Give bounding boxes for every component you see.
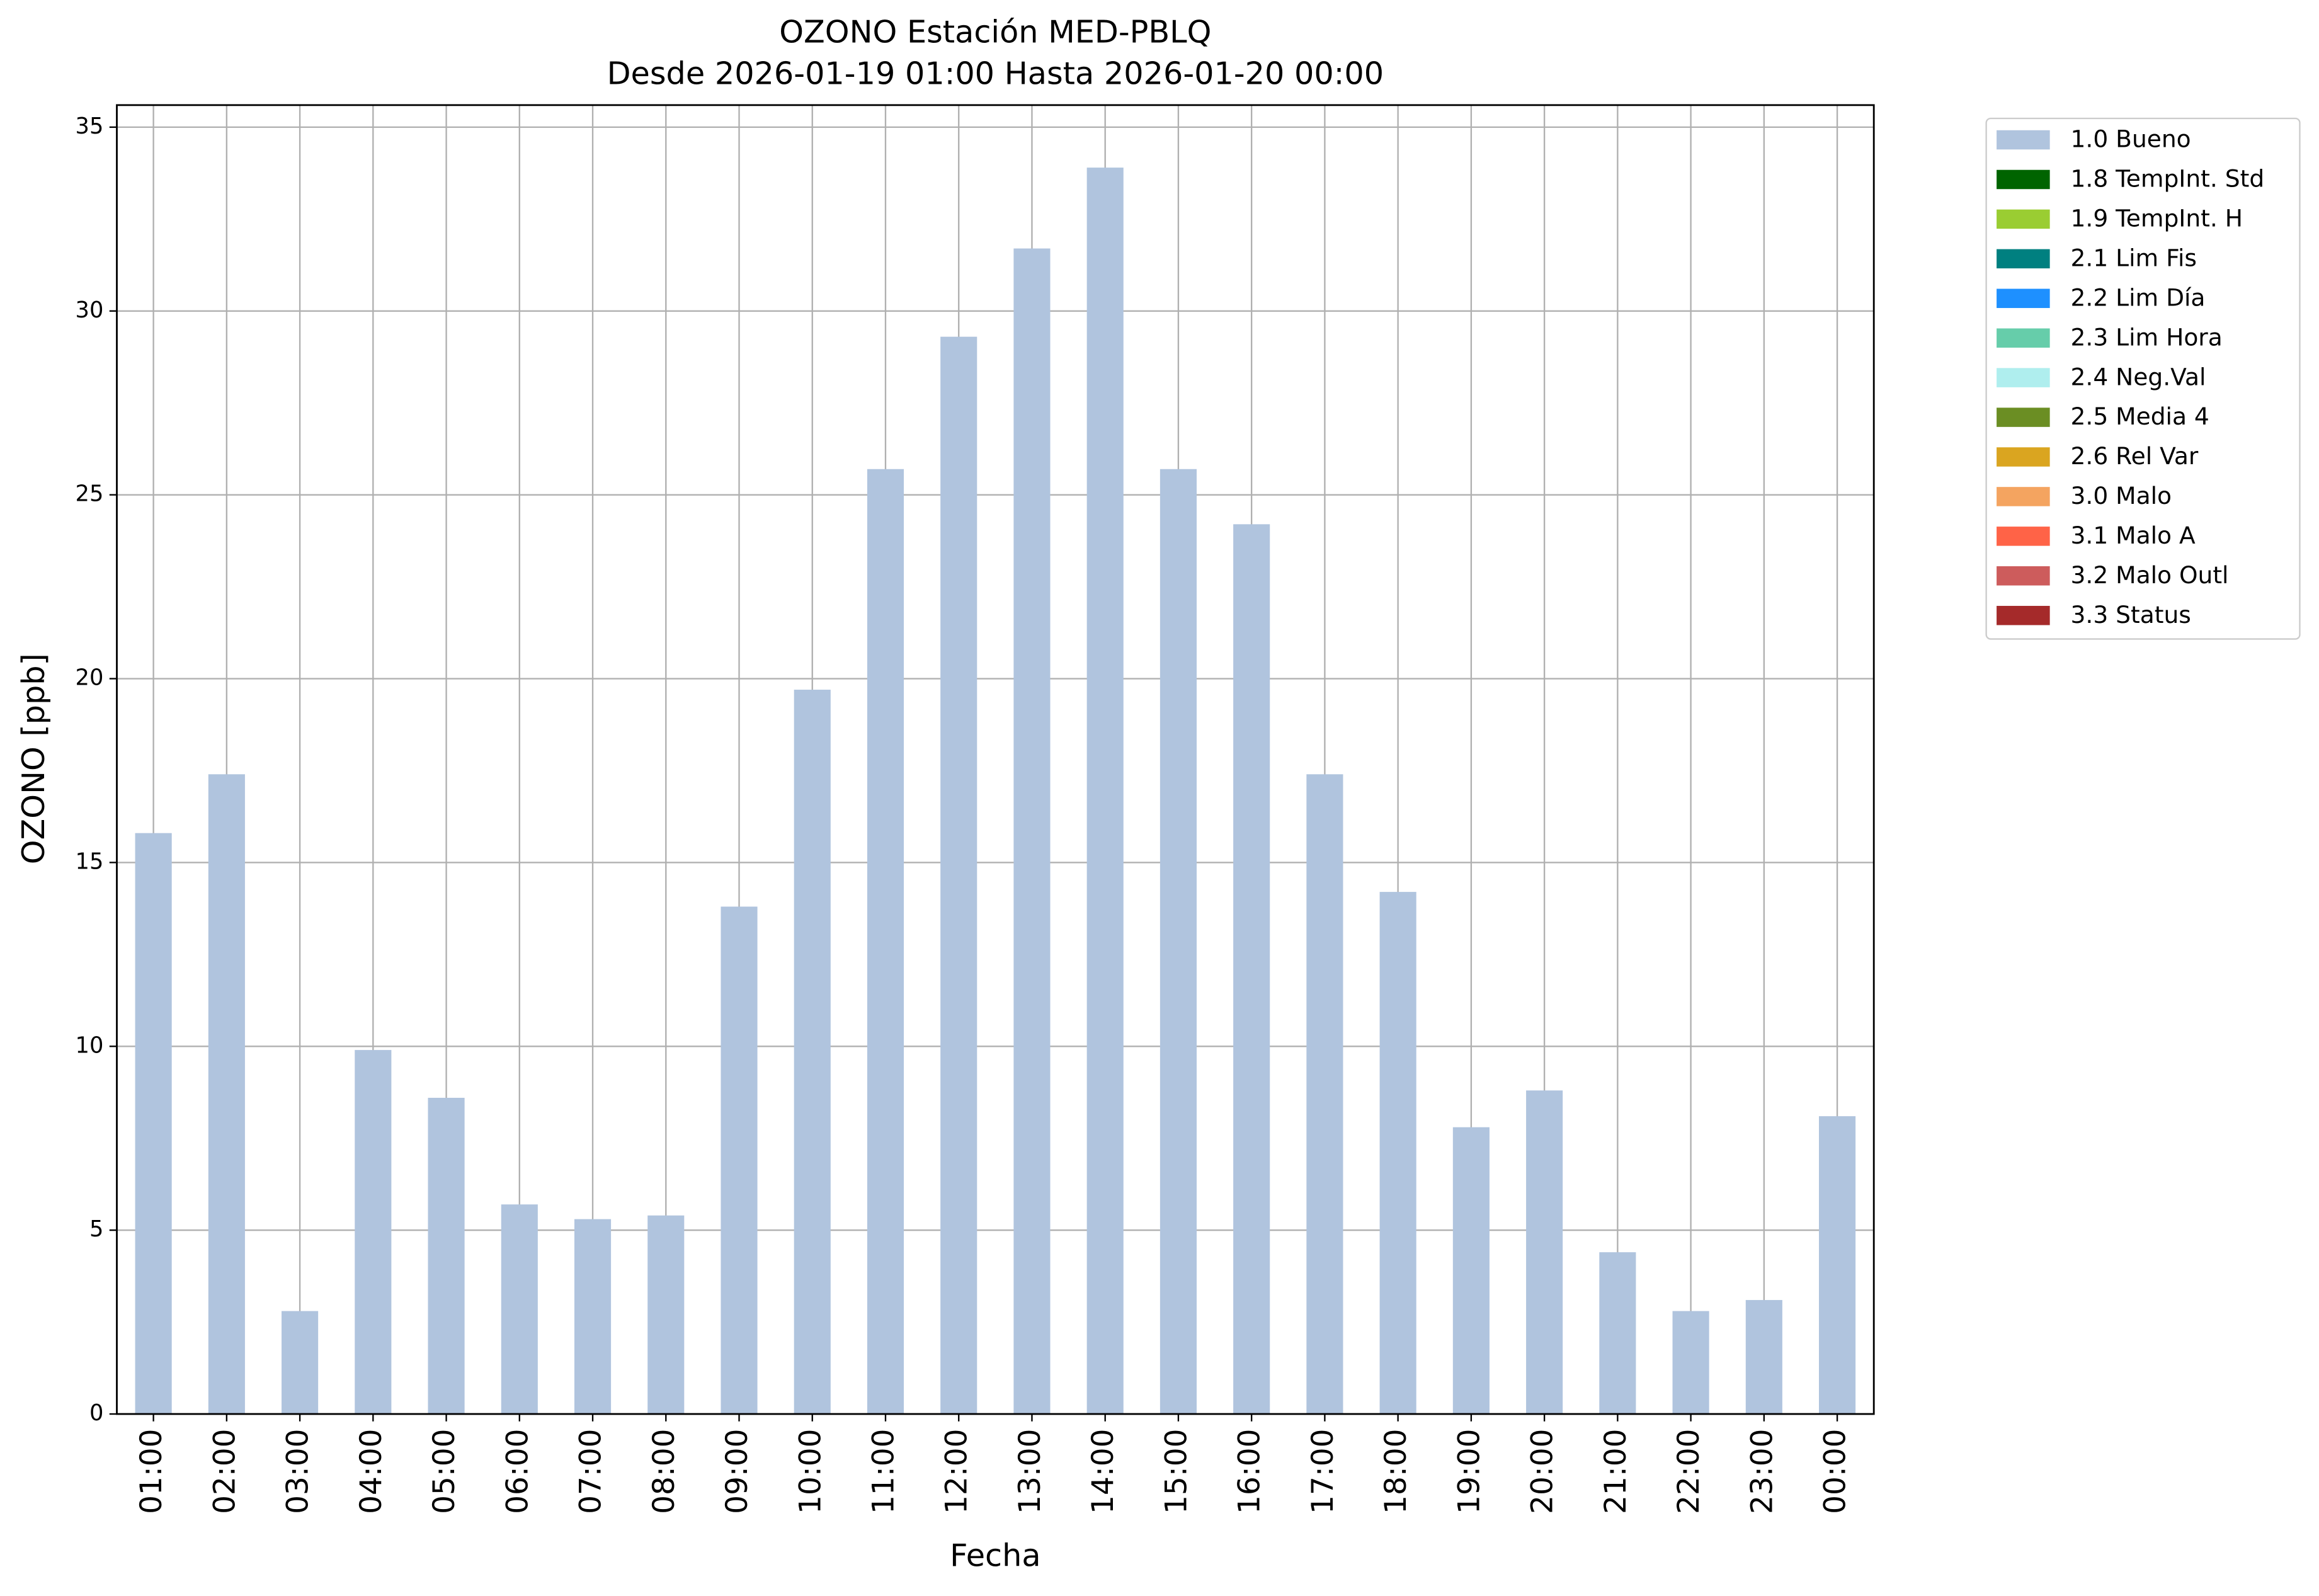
bar — [1160, 469, 1197, 1415]
x-tick-label: 04:00 — [354, 1429, 389, 1514]
legend-label: 3.2 Malo Outl — [2071, 561, 2229, 589]
x-tick-label: 06:00 — [500, 1429, 535, 1514]
x-tick-label: 18:00 — [1379, 1429, 1413, 1514]
bar — [355, 1050, 392, 1415]
legend-swatch — [1997, 527, 2050, 546]
bar — [940, 336, 977, 1415]
bar — [1745, 1300, 1782, 1415]
y-tick-label: 20 — [76, 665, 104, 691]
x-tick-label: 03:00 — [281, 1429, 316, 1514]
x-tick-label: 05:00 — [427, 1429, 462, 1514]
x-tick-label: 10:00 — [793, 1429, 828, 1514]
x-tick-label: 17:00 — [1306, 1429, 1340, 1514]
legend-label: 2.2 Lim Día — [2071, 283, 2206, 311]
x-tick-label: 19:00 — [1452, 1429, 1486, 1514]
legend-swatch — [1997, 408, 2050, 427]
x-axis-label: Fecha — [950, 1537, 1041, 1573]
legend-label: 2.5 Media 4 — [2071, 402, 2209, 430]
y-tick-label: 10 — [76, 1032, 104, 1058]
bar — [1452, 1127, 1490, 1415]
legend-label: 2.3 Lim Hora — [2071, 323, 2223, 351]
bar — [501, 1204, 538, 1415]
x-tick-label: 07:00 — [574, 1429, 608, 1514]
y-tick-label: 5 — [89, 1216, 103, 1242]
x-tick-label: 00:00 — [1818, 1429, 1853, 1514]
legend-swatch — [1997, 249, 2050, 269]
x-tick-label: 13:00 — [1013, 1429, 1047, 1514]
legend-swatch — [1997, 328, 2050, 348]
legend: 1.0 Bueno 1.8 TempInt. Std 1.9 TempInt. H 2… — [1997, 125, 2264, 629]
bar — [135, 833, 172, 1415]
bar — [1672, 1311, 1709, 1415]
x-tick-label: 09:00 — [720, 1429, 755, 1514]
x-tick-label: 01:00 — [134, 1429, 169, 1514]
x-tick-label: 16:00 — [1233, 1429, 1267, 1514]
bar — [1306, 774, 1343, 1415]
legend-swatch — [1997, 130, 2050, 150]
y-tick-label: 30 — [76, 297, 104, 323]
x-tick-label: 20:00 — [1525, 1429, 1560, 1514]
legend-swatch — [1997, 566, 2050, 586]
x-tick-label: 14:00 — [1086, 1429, 1120, 1514]
legend-label: 2.1 Lim Fis — [2071, 244, 2197, 272]
legend-swatch — [1997, 288, 2050, 309]
legend-swatch — [1997, 368, 2050, 387]
bar — [282, 1311, 319, 1415]
legend-swatch — [1997, 605, 2050, 625]
legend-box — [1985, 117, 2301, 640]
legend-label: 3.1 Malo A — [2071, 522, 2196, 549]
axes-frame — [116, 104, 1875, 1415]
x-tick-label: 21:00 — [1598, 1429, 1633, 1514]
bar — [1599, 1252, 1636, 1415]
bar — [574, 1219, 612, 1415]
x-tick-label: 11:00 — [866, 1429, 901, 1514]
x-tick-label: 23:00 — [1745, 1429, 1779, 1514]
legend-label: 2.6 Rel Var — [2071, 442, 2199, 470]
x-tick-label: 08:00 — [647, 1429, 681, 1514]
y-tick-label: 15 — [76, 848, 104, 874]
x-tick-label: 02:00 — [207, 1429, 242, 1514]
legend-label: 1.8 TempInt. Std — [2071, 165, 2265, 193]
x-tick-label: 15:00 — [1159, 1429, 1194, 1514]
bar — [428, 1098, 465, 1415]
chart-subtitle: Desde 2026-01-19 01:00 Hasta 2026-01-20 … — [607, 55, 1384, 91]
legend-swatch — [1997, 169, 2050, 190]
chart-title: OZONO Estación MED-PBLQ — [779, 14, 1211, 50]
bar — [1379, 892, 1416, 1415]
bar — [721, 906, 758, 1415]
x-tick-label: 22:00 — [1672, 1429, 1706, 1514]
legend-label: 3.0 Malo — [2071, 482, 2172, 510]
bar — [1233, 524, 1270, 1415]
y-tick-label: 0 — [89, 1400, 103, 1426]
legend-label: 2.4 Neg.Val — [2071, 363, 2206, 390]
y-axis-label: OZONO [ppb] — [15, 653, 52, 864]
legend-swatch — [1997, 447, 2050, 467]
bar — [208, 774, 245, 1415]
legend-label: 1.9 TempInt. H — [2071, 205, 2243, 232]
plot-area: 0 5 10 15 20 25 30 35 01:00 02:00 03:00 04:00 05:00 0… — [76, 105, 1874, 1514]
legend-swatch — [1997, 487, 2050, 506]
bar — [1086, 168, 1124, 1415]
bar — [794, 690, 831, 1415]
x-tick-label: 12:00 — [940, 1429, 974, 1514]
y-tick-label: 35 — [76, 113, 104, 139]
legend-swatch — [1997, 209, 2050, 229]
bar — [647, 1215, 685, 1415]
bar — [1526, 1090, 1563, 1415]
bar — [1013, 248, 1051, 1415]
legend-label: 1.0 Bueno — [2071, 125, 2191, 153]
bar — [867, 469, 904, 1415]
bar — [1819, 1116, 1856, 1415]
legend-label: 3.3 Status — [2071, 601, 2191, 629]
y-tick-label: 25 — [76, 481, 104, 507]
